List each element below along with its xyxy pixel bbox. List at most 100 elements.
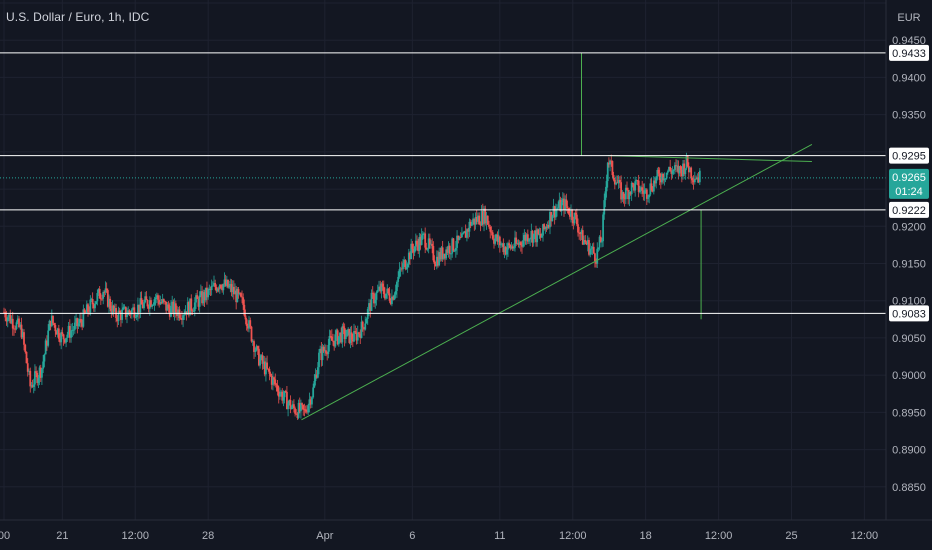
candle-body <box>532 233 535 243</box>
candle <box>645 188 648 206</box>
candle <box>633 183 635 193</box>
candle-body <box>28 370 30 372</box>
candle-body <box>179 317 182 319</box>
candle-body <box>108 298 110 307</box>
candle-body <box>25 351 28 364</box>
candle <box>242 293 245 310</box>
candle-body <box>502 243 505 253</box>
candle <box>658 167 661 186</box>
candle <box>230 279 233 297</box>
candle-body <box>21 332 24 338</box>
time-axis[interactable]: 00 21 12:00 28 Apr 6 11 12:00 18 12:00 25 12:00 <box>0 519 932 550</box>
candle-body <box>325 350 327 354</box>
candle <box>444 253 446 266</box>
candle <box>355 328 358 345</box>
candle-body <box>695 178 697 180</box>
candle-body <box>417 244 420 251</box>
candle <box>197 296 200 311</box>
drawings[interactable] <box>0 52 886 421</box>
candle-body <box>137 304 139 315</box>
candle-body <box>618 179 621 183</box>
candle <box>423 232 425 239</box>
candle <box>579 231 582 241</box>
horizontal-levels[interactable] <box>0 52 886 314</box>
candle-body <box>634 181 637 191</box>
candle-body <box>53 323 56 326</box>
candle <box>407 248 410 268</box>
candle-body <box>366 308 369 319</box>
candle-body <box>519 242 522 246</box>
candle <box>636 179 639 186</box>
candle <box>145 291 148 301</box>
candle-body <box>544 227 547 230</box>
candle <box>332 333 334 346</box>
price-axis[interactable]: EUR0.88500.89000.89500.90000.90500.91000… <box>885 0 932 550</box>
candle-body <box>291 404 294 408</box>
candle-body <box>586 240 589 245</box>
candle-body <box>423 233 425 235</box>
candle-body <box>558 199 561 208</box>
symbol-title[interactable]: U.S. Dollar / Euro, 1h, IDC <box>6 10 150 24</box>
candle <box>315 369 318 379</box>
candle <box>684 168 687 180</box>
candle <box>24 343 27 354</box>
candle-body <box>214 282 217 288</box>
candle-body <box>622 192 625 199</box>
candle <box>16 315 19 325</box>
candle-body <box>300 403 302 412</box>
candle-body <box>344 336 347 340</box>
candle <box>19 322 22 330</box>
candle <box>494 233 497 246</box>
candle-body <box>70 330 72 338</box>
candle <box>456 230 458 255</box>
candle-body <box>308 399 311 406</box>
candle-body <box>283 391 286 398</box>
candle-body <box>337 336 340 345</box>
candle <box>277 385 280 404</box>
candle <box>630 181 633 201</box>
candle-body <box>47 330 50 346</box>
candle <box>337 336 340 347</box>
candle <box>480 205 483 226</box>
candle-body <box>522 240 525 247</box>
candle <box>540 232 543 238</box>
candle-body <box>698 170 701 183</box>
candle <box>118 307 121 314</box>
candle <box>375 290 378 306</box>
candle <box>488 220 490 229</box>
trendline <box>301 143 813 421</box>
candle <box>49 320 52 331</box>
candle-body <box>549 211 551 228</box>
candle <box>68 319 71 343</box>
candle <box>140 291 143 305</box>
candle <box>304 405 307 414</box>
candle <box>418 232 421 258</box>
candle <box>389 298 392 306</box>
candle-body <box>620 182 622 200</box>
candle-body <box>186 302 189 315</box>
candle <box>651 186 654 193</box>
candle-body <box>672 169 675 171</box>
candle-body <box>638 190 641 192</box>
candle <box>109 296 112 312</box>
candle-body <box>222 284 225 291</box>
candle-body <box>412 248 415 253</box>
candle-body <box>302 404 305 410</box>
candle <box>358 331 360 337</box>
candle <box>191 308 194 315</box>
candle <box>151 303 154 310</box>
candle <box>409 251 411 265</box>
candle-body <box>229 284 232 286</box>
candle <box>493 235 495 249</box>
candle <box>426 247 429 252</box>
candle-body <box>147 306 150 309</box>
candle-body <box>280 391 282 394</box>
candle-body <box>376 290 379 293</box>
candle-body <box>605 181 608 192</box>
candle <box>567 207 570 215</box>
candle <box>570 204 572 223</box>
candle <box>57 324 60 342</box>
candle-body <box>251 341 254 342</box>
